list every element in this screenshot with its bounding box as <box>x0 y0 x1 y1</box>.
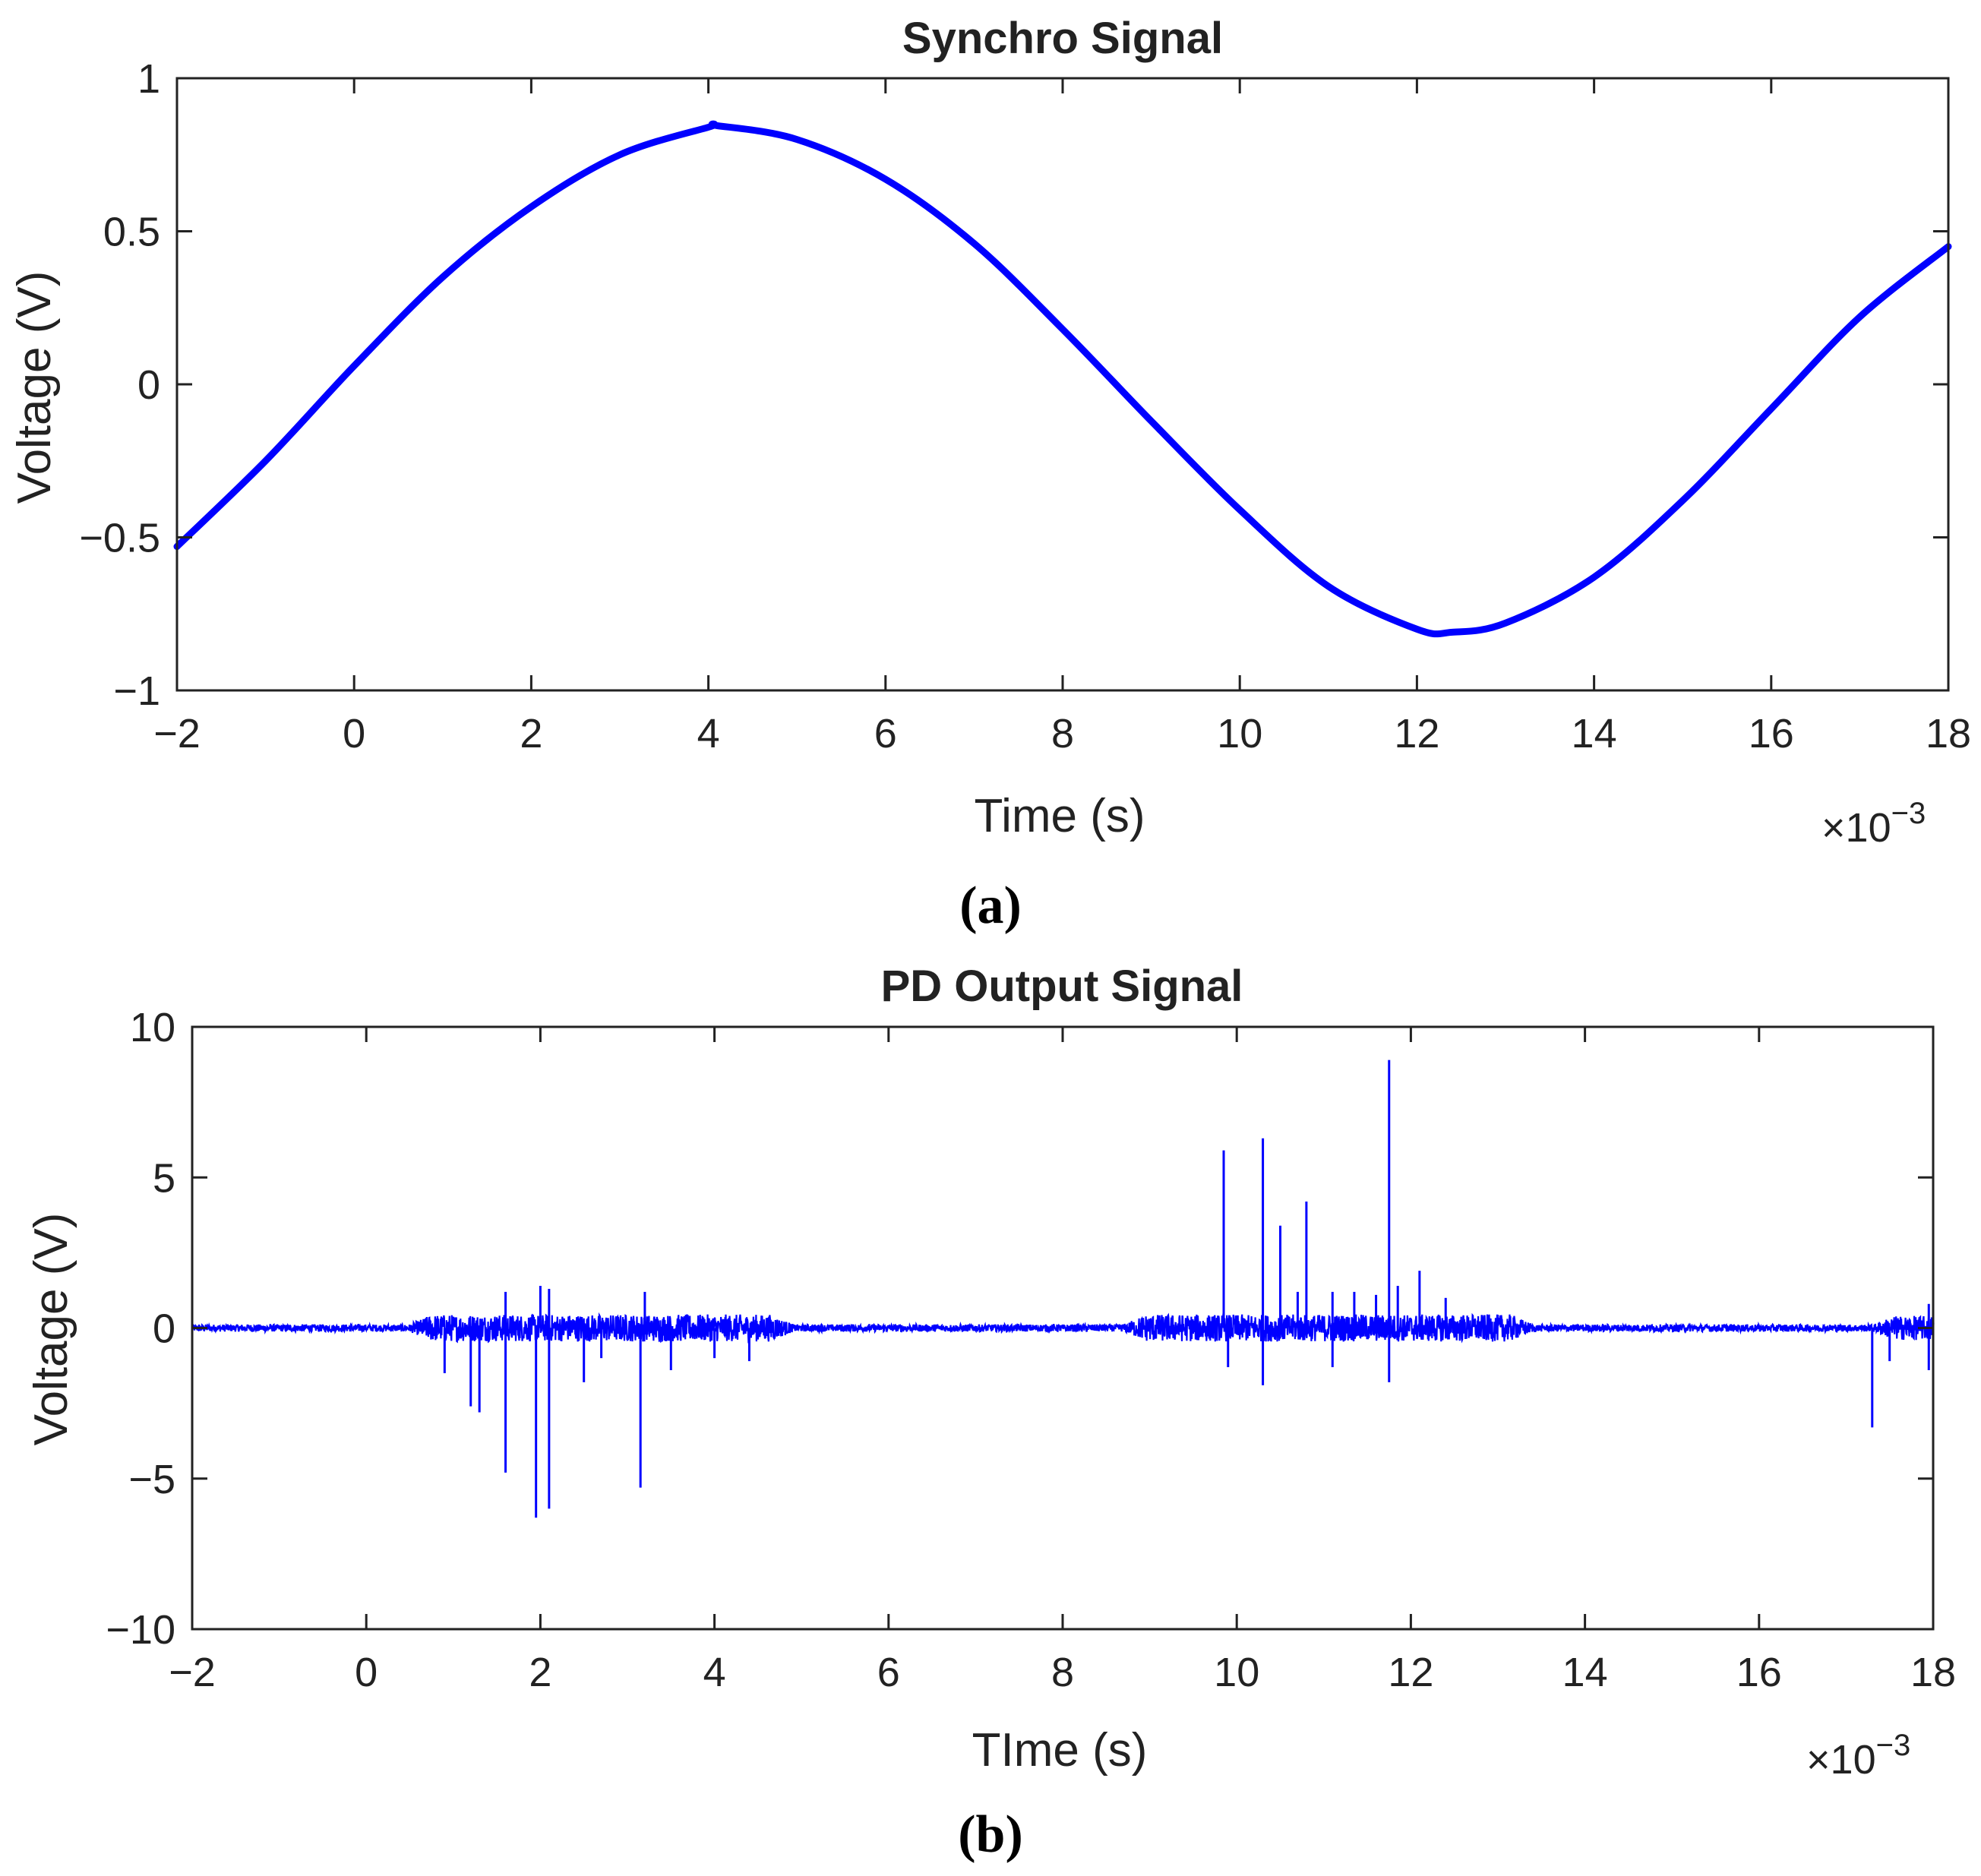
x-tick-label: 10 <box>1217 711 1262 756</box>
x-tick-label: 12 <box>1394 711 1439 756</box>
x-tick: 16 <box>1749 78 1794 756</box>
y-tick: 1 <box>137 56 1948 102</box>
x-tick-label: 4 <box>697 711 720 756</box>
y-axis-ticks: 10 5 0 −5 −10 <box>106 1005 1933 1653</box>
y-tick-label: −5 <box>128 1457 175 1502</box>
x-tick: 14 <box>1562 1027 1608 1695</box>
x-tick-label: 2 <box>529 1650 551 1695</box>
y-tick-label: 0 <box>137 362 160 408</box>
x-tick-label: −2 <box>169 1650 216 1695</box>
x-tick-label: 6 <box>877 1650 900 1695</box>
y-tick: −5 <box>128 1457 1933 1502</box>
x-axis-ticks: −2 0 2 4 6 8 10 12 14 16 18 <box>153 78 1971 756</box>
series-line-pd-noise <box>191 1312 1935 1344</box>
x-tick: −2 <box>169 1027 216 1695</box>
y-tick: 0 <box>137 362 1948 408</box>
x-axis-label: Time (s) <box>975 790 1145 842</box>
x-tick: −2 <box>153 78 201 756</box>
x-tick-label: 8 <box>1051 711 1074 756</box>
x-tick: 14 <box>1572 78 1617 756</box>
y-tick: −10 <box>106 1607 1933 1653</box>
plot-area <box>191 1060 1935 1518</box>
y-tick-label: 10 <box>130 1005 175 1050</box>
y-tick-label: −10 <box>106 1607 175 1653</box>
x-tick: 10 <box>1217 78 1262 756</box>
x-axis-multiplier: ×10−3 <box>1821 797 1926 851</box>
x-tick-label: 0 <box>355 1650 378 1695</box>
x-tick: 18 <box>1926 78 1971 756</box>
x-tick: 6 <box>874 78 897 756</box>
x-tick: 0 <box>355 1027 378 1695</box>
y-tick: −0.5 <box>79 516 1948 561</box>
x-tick: 6 <box>877 1027 900 1695</box>
x-tick: 18 <box>1910 1027 1956 1695</box>
x-tick: 2 <box>520 78 542 756</box>
y-tick: 5 <box>153 1155 1933 1201</box>
x-tick-label: 2 <box>520 711 542 756</box>
y-tick-label: −0.5 <box>79 516 160 561</box>
x-tick-label: 16 <box>1736 1650 1782 1695</box>
x-tick-label: 6 <box>874 711 897 756</box>
y-tick-label: 5 <box>153 1155 175 1201</box>
chart-pd-output-signal: PD Output Signal −2 0 2 4 6 8 10 12 14 16 18 1050−… <box>25 962 1956 1864</box>
x-axis-ticks: −2 0 2 4 6 8 10 12 14 16 18 <box>169 1027 1956 1695</box>
y-tick: 0.5 <box>103 210 1948 255</box>
x-tick-label: 14 <box>1572 711 1617 756</box>
x-tick: 8 <box>1051 1027 1074 1695</box>
chart-title: Synchro Signal <box>902 14 1223 63</box>
x-tick-label: 10 <box>1214 1650 1259 1695</box>
x-tick-label: 4 <box>703 1650 726 1695</box>
y-tick-label: 1 <box>137 56 160 102</box>
x-tick-label: 0 <box>343 711 365 756</box>
x-tick: 16 <box>1736 1027 1782 1695</box>
x-tick: 12 <box>1394 78 1439 756</box>
y-tick-label: 0.5 <box>103 210 160 255</box>
y-axis-ticks: 1 0.5 0 −0.5 −1 <box>79 56 1948 714</box>
x-axis-label: TIme (s) <box>972 1724 1148 1777</box>
x-tick: 2 <box>529 1027 551 1695</box>
x-tick: 12 <box>1388 1027 1433 1695</box>
y-tick: 10 <box>130 1005 1933 1050</box>
chart-synchro-signal: Synchro Signal −2 0 2 4 6 8 10 12 14 16 18 1 0.5 0 −0… <box>8 14 1971 935</box>
panel-label-a: (a) <box>959 876 1022 935</box>
x-tick: 8 <box>1051 78 1074 756</box>
x-tick: 4 <box>703 1027 726 1695</box>
y-tick: −1 <box>113 668 1948 714</box>
y-axis-label: Voltage (V) <box>25 1213 77 1446</box>
y-tick-label: −1 <box>113 668 160 714</box>
y-axis-label: Voltage (V) <box>8 271 61 504</box>
x-tick: 10 <box>1214 1027 1259 1695</box>
axes-box <box>175 77 1950 692</box>
x-axis-multiplier: ×10−3 <box>1806 1729 1910 1783</box>
x-tick-label: 14 <box>1562 1650 1608 1695</box>
x-tick: 4 <box>697 78 720 756</box>
x-tick-label: 8 <box>1051 1650 1074 1695</box>
x-tick-label: 18 <box>1926 711 1971 756</box>
panel-label-b: (b) <box>958 1805 1023 1864</box>
y-tick-label: 0 <box>153 1306 175 1352</box>
plot-area <box>173 120 1952 638</box>
x-tick-label: −2 <box>153 711 201 756</box>
x-tick: 0 <box>343 78 365 756</box>
y-tick: 0 <box>153 1306 1933 1352</box>
x-tick-label: 18 <box>1910 1650 1956 1695</box>
x-tick-label: 16 <box>1749 711 1794 756</box>
chart-title: PD Output Signal <box>881 962 1243 1011</box>
x-tick-label: 12 <box>1388 1650 1433 1695</box>
series-line-synchro <box>173 120 1952 638</box>
